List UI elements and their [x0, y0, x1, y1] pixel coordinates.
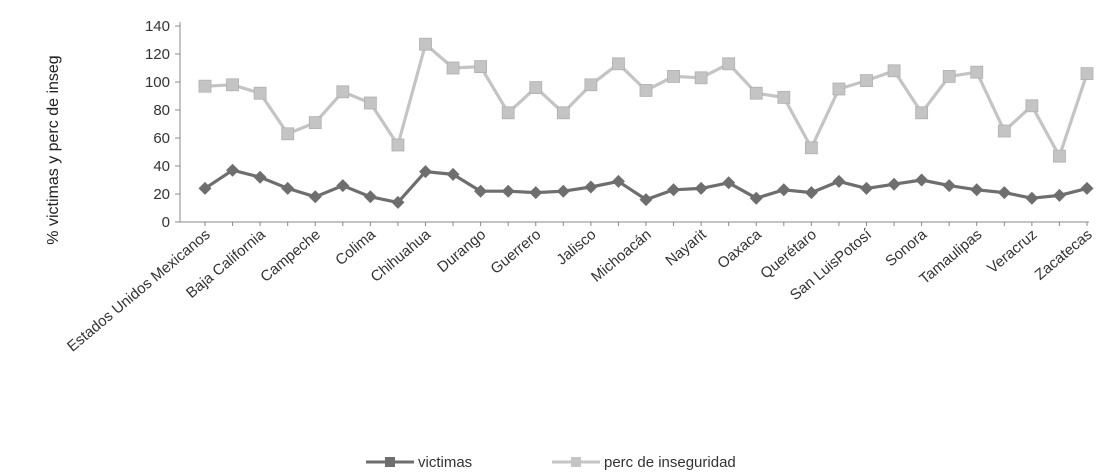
y-axis: 0 20 40 60 80 100 120 140 — [145, 18, 181, 231]
data-point-perc-de-inseguridad — [1025, 99, 1039, 113]
data-point-perc-de-inseguridad — [777, 91, 791, 104]
data-point-victimas — [997, 186, 1011, 200]
data-point-victimas — [308, 190, 322, 204]
data-point-victimas — [887, 177, 901, 191]
data-point-victimas — [281, 181, 295, 195]
data-point-perc-de-inseguridad — [253, 86, 267, 100]
data-point-victimas — [1052, 188, 1066, 202]
data-point-perc-de-inseguridad — [501, 106, 515, 120]
data-point-victimas — [804, 186, 818, 200]
x-tick-label: Durango — [434, 226, 489, 276]
data-point-victimas — [722, 176, 736, 190]
data-point-victimas — [1025, 191, 1039, 205]
data-point-victimas — [363, 190, 377, 204]
data-point-victimas — [446, 167, 460, 181]
x-tick-label: Chihuahua — [368, 226, 435, 286]
legend-marker-perc-de-inseguridad — [571, 457, 581, 467]
data-point-perc-de-inseguridad — [336, 85, 350, 99]
data-point-perc-de-inseguridad — [804, 141, 818, 155]
y-tick-label: 80 — [153, 102, 170, 119]
data-point-perc-de-inseguridad — [887, 64, 901, 78]
data-point-perc-de-inseguridad — [749, 86, 763, 100]
legend-item-victimas: victimas — [366, 454, 472, 471]
data-point-victimas — [777, 183, 791, 197]
data-point-victimas — [529, 186, 543, 200]
data-point-perc-de-inseguridad — [832, 82, 846, 96]
data-point-victimas — [832, 174, 846, 188]
data-point-victimas — [584, 180, 598, 194]
y-tick-label: 40 — [153, 158, 170, 175]
data-point-victimas — [556, 184, 570, 198]
legend-label-perc-de-inseguridad: perc de inseguridad — [604, 454, 736, 471]
data-point-victimas — [749, 191, 763, 205]
data-point-perc-de-inseguridad — [1053, 149, 1066, 163]
data-point-perc-de-inseguridad — [474, 60, 488, 73]
data-point-perc-de-inseguridad — [308, 116, 322, 129]
data-point-victimas — [1080, 181, 1094, 195]
data-point-perc-de-inseguridad — [997, 124, 1011, 138]
y-tick-label: 140 — [145, 18, 170, 35]
y-tick-label: 120 — [145, 46, 170, 63]
data-point-victimas — [419, 165, 432, 179]
data-point-perc-de-inseguridad — [694, 71, 708, 85]
data-point-perc-de-inseguridad — [446, 61, 460, 75]
x-tick-label: Zacatecas — [1032, 226, 1096, 284]
y-tick-label: 100 — [145, 74, 170, 91]
data-point-victimas — [860, 181, 873, 195]
y-axis-label: % victimas y perc de inseg — [45, 55, 62, 244]
y-tick-label: 60 — [153, 130, 170, 147]
legend: victimas perc de inseguridad — [366, 454, 736, 471]
data-point-perc-de-inseguridad — [915, 106, 929, 120]
data-point-victimas — [611, 174, 625, 188]
data-point-victimas — [336, 179, 350, 193]
x-tick-label: Colima — [332, 226, 379, 269]
data-point-perc-de-inseguridad — [419, 37, 432, 51]
data-point-perc-de-inseguridad — [1080, 67, 1094, 80]
data-point-victimas — [226, 163, 240, 177]
x-tick-label: Nayarit — [662, 226, 710, 270]
x-tick-label: Sonora — [882, 226, 930, 271]
data-point-perc-de-inseguridad — [612, 57, 625, 71]
y-tick-label: 0 — [162, 214, 170, 231]
x-tick-label: Guerrero — [487, 226, 544, 278]
data-point-perc-de-inseguridad — [970, 65, 984, 79]
data-point-victimas — [474, 184, 488, 198]
series-group — [198, 37, 1094, 209]
data-point-victimas — [253, 170, 267, 184]
legend-marker-victimas — [385, 457, 395, 467]
data-point-victimas — [694, 181, 708, 195]
x-tick-label: Oaxaca — [714, 226, 765, 273]
data-point-victimas — [198, 181, 212, 195]
data-point-perc-de-inseguridad — [722, 57, 736, 71]
data-point-victimas — [391, 195, 405, 209]
data-point-perc-de-inseguridad — [639, 84, 653, 97]
data-point-perc-de-inseguridad — [860, 74, 873, 87]
data-point-victimas — [915, 173, 929, 187]
data-point-perc-de-inseguridad — [363, 96, 377, 110]
y-tick-label: 20 — [153, 186, 170, 203]
data-point-perc-de-inseguridad — [667, 70, 680, 83]
data-point-victimas — [667, 183, 681, 197]
data-point-perc-de-inseguridad — [529, 81, 543, 94]
data-point-perc-de-inseguridad — [942, 70, 956, 83]
data-point-victimas — [942, 179, 956, 193]
legend-label-victimas: victimas — [418, 454, 472, 471]
data-point-victimas — [970, 183, 984, 197]
series-line-perc-de-inseguridad — [204, 42, 1089, 158]
data-point-perc-de-inseguridad — [584, 78, 598, 92]
x-tick-label: Campeche — [257, 226, 324, 286]
data-point-perc-de-inseguridad — [226, 78, 239, 92]
data-point-perc-de-inseguridad — [556, 106, 570, 120]
data-point-perc-de-inseguridad — [391, 138, 405, 152]
data-point-victimas — [501, 184, 515, 198]
data-point-perc-de-inseguridad — [281, 127, 295, 141]
x-tick-label: Jalisco — [553, 226, 599, 269]
legend-item-perc-de-inseguridad: perc de inseguridad — [552, 454, 736, 471]
data-point-perc-de-inseguridad — [198, 79, 212, 93]
x-tick-label: Michoacán — [588, 226, 655, 286]
data-point-victimas — [639, 193, 653, 207]
